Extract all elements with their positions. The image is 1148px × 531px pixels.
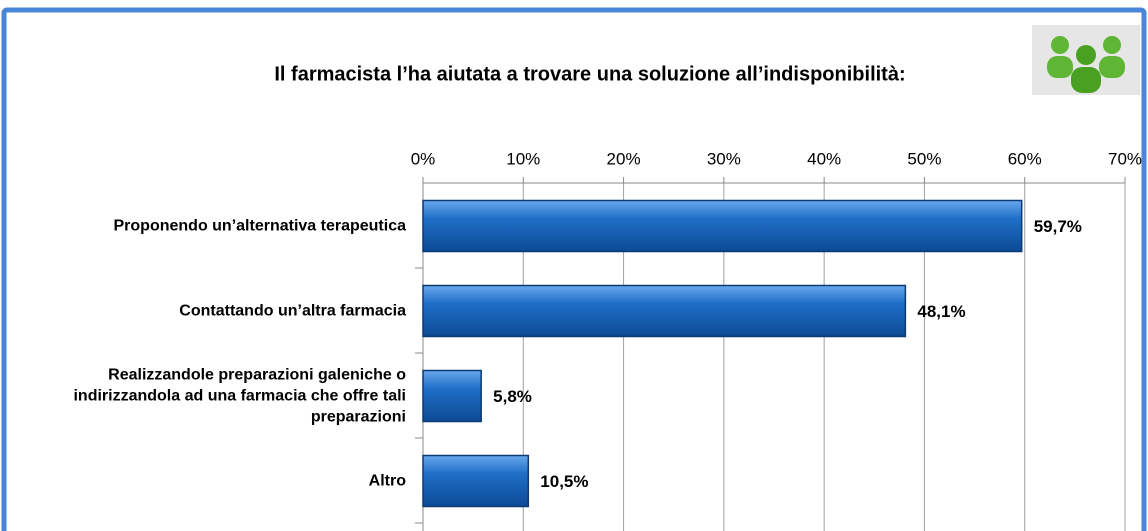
- x-tick-label: 10%: [506, 149, 540, 168]
- x-tick-label: 30%: [707, 149, 741, 168]
- frame: [1, 7, 1147, 531]
- bar: [422, 284, 907, 338]
- y-tick-label: Realizzandole preparazioni galeniche o i…: [73, 366, 406, 425]
- x-tick-label: 70%: [1108, 149, 1142, 168]
- x-tick-label: 20%: [607, 149, 641, 168]
- x-tick-label: 0%: [411, 149, 436, 168]
- x-tick-label: 50%: [907, 149, 941, 168]
- x-tick-label: 60%: [1008, 149, 1042, 168]
- value-label: 5,8%: [493, 387, 532, 406]
- y-tick-label: Altro: [368, 472, 406, 489]
- y-tick-label: Contattando un’altra farmacia: [179, 302, 406, 319]
- chart-title: Il farmacista l’ha aiutata a trovare una…: [274, 63, 905, 85]
- bar: [422, 199, 1023, 253]
- value-label: 10,5%: [540, 472, 588, 491]
- people-icon: [1032, 25, 1140, 95]
- value-label: 59,7%: [1034, 217, 1082, 236]
- x-tick-label: 40%: [807, 149, 841, 168]
- bar: [422, 369, 482, 423]
- value-label: 48,1%: [917, 302, 965, 321]
- y-tick-label: Proponendo un’alternativa terapeutica: [113, 217, 407, 234]
- bar: [422, 454, 530, 508]
